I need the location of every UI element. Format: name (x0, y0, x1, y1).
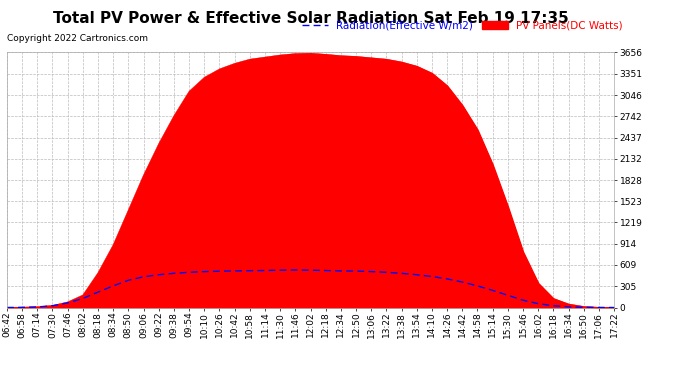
Text: Copyright 2022 Cartronics.com: Copyright 2022 Cartronics.com (7, 34, 148, 43)
Text: Total PV Power & Effective Solar Radiation Sat Feb 19 17:35: Total PV Power & Effective Solar Radiati… (52, 11, 569, 26)
Legend: Radiation(Effective W/m2), PV Panels(DC Watts): Radiation(Effective W/m2), PV Panels(DC … (298, 16, 627, 35)
